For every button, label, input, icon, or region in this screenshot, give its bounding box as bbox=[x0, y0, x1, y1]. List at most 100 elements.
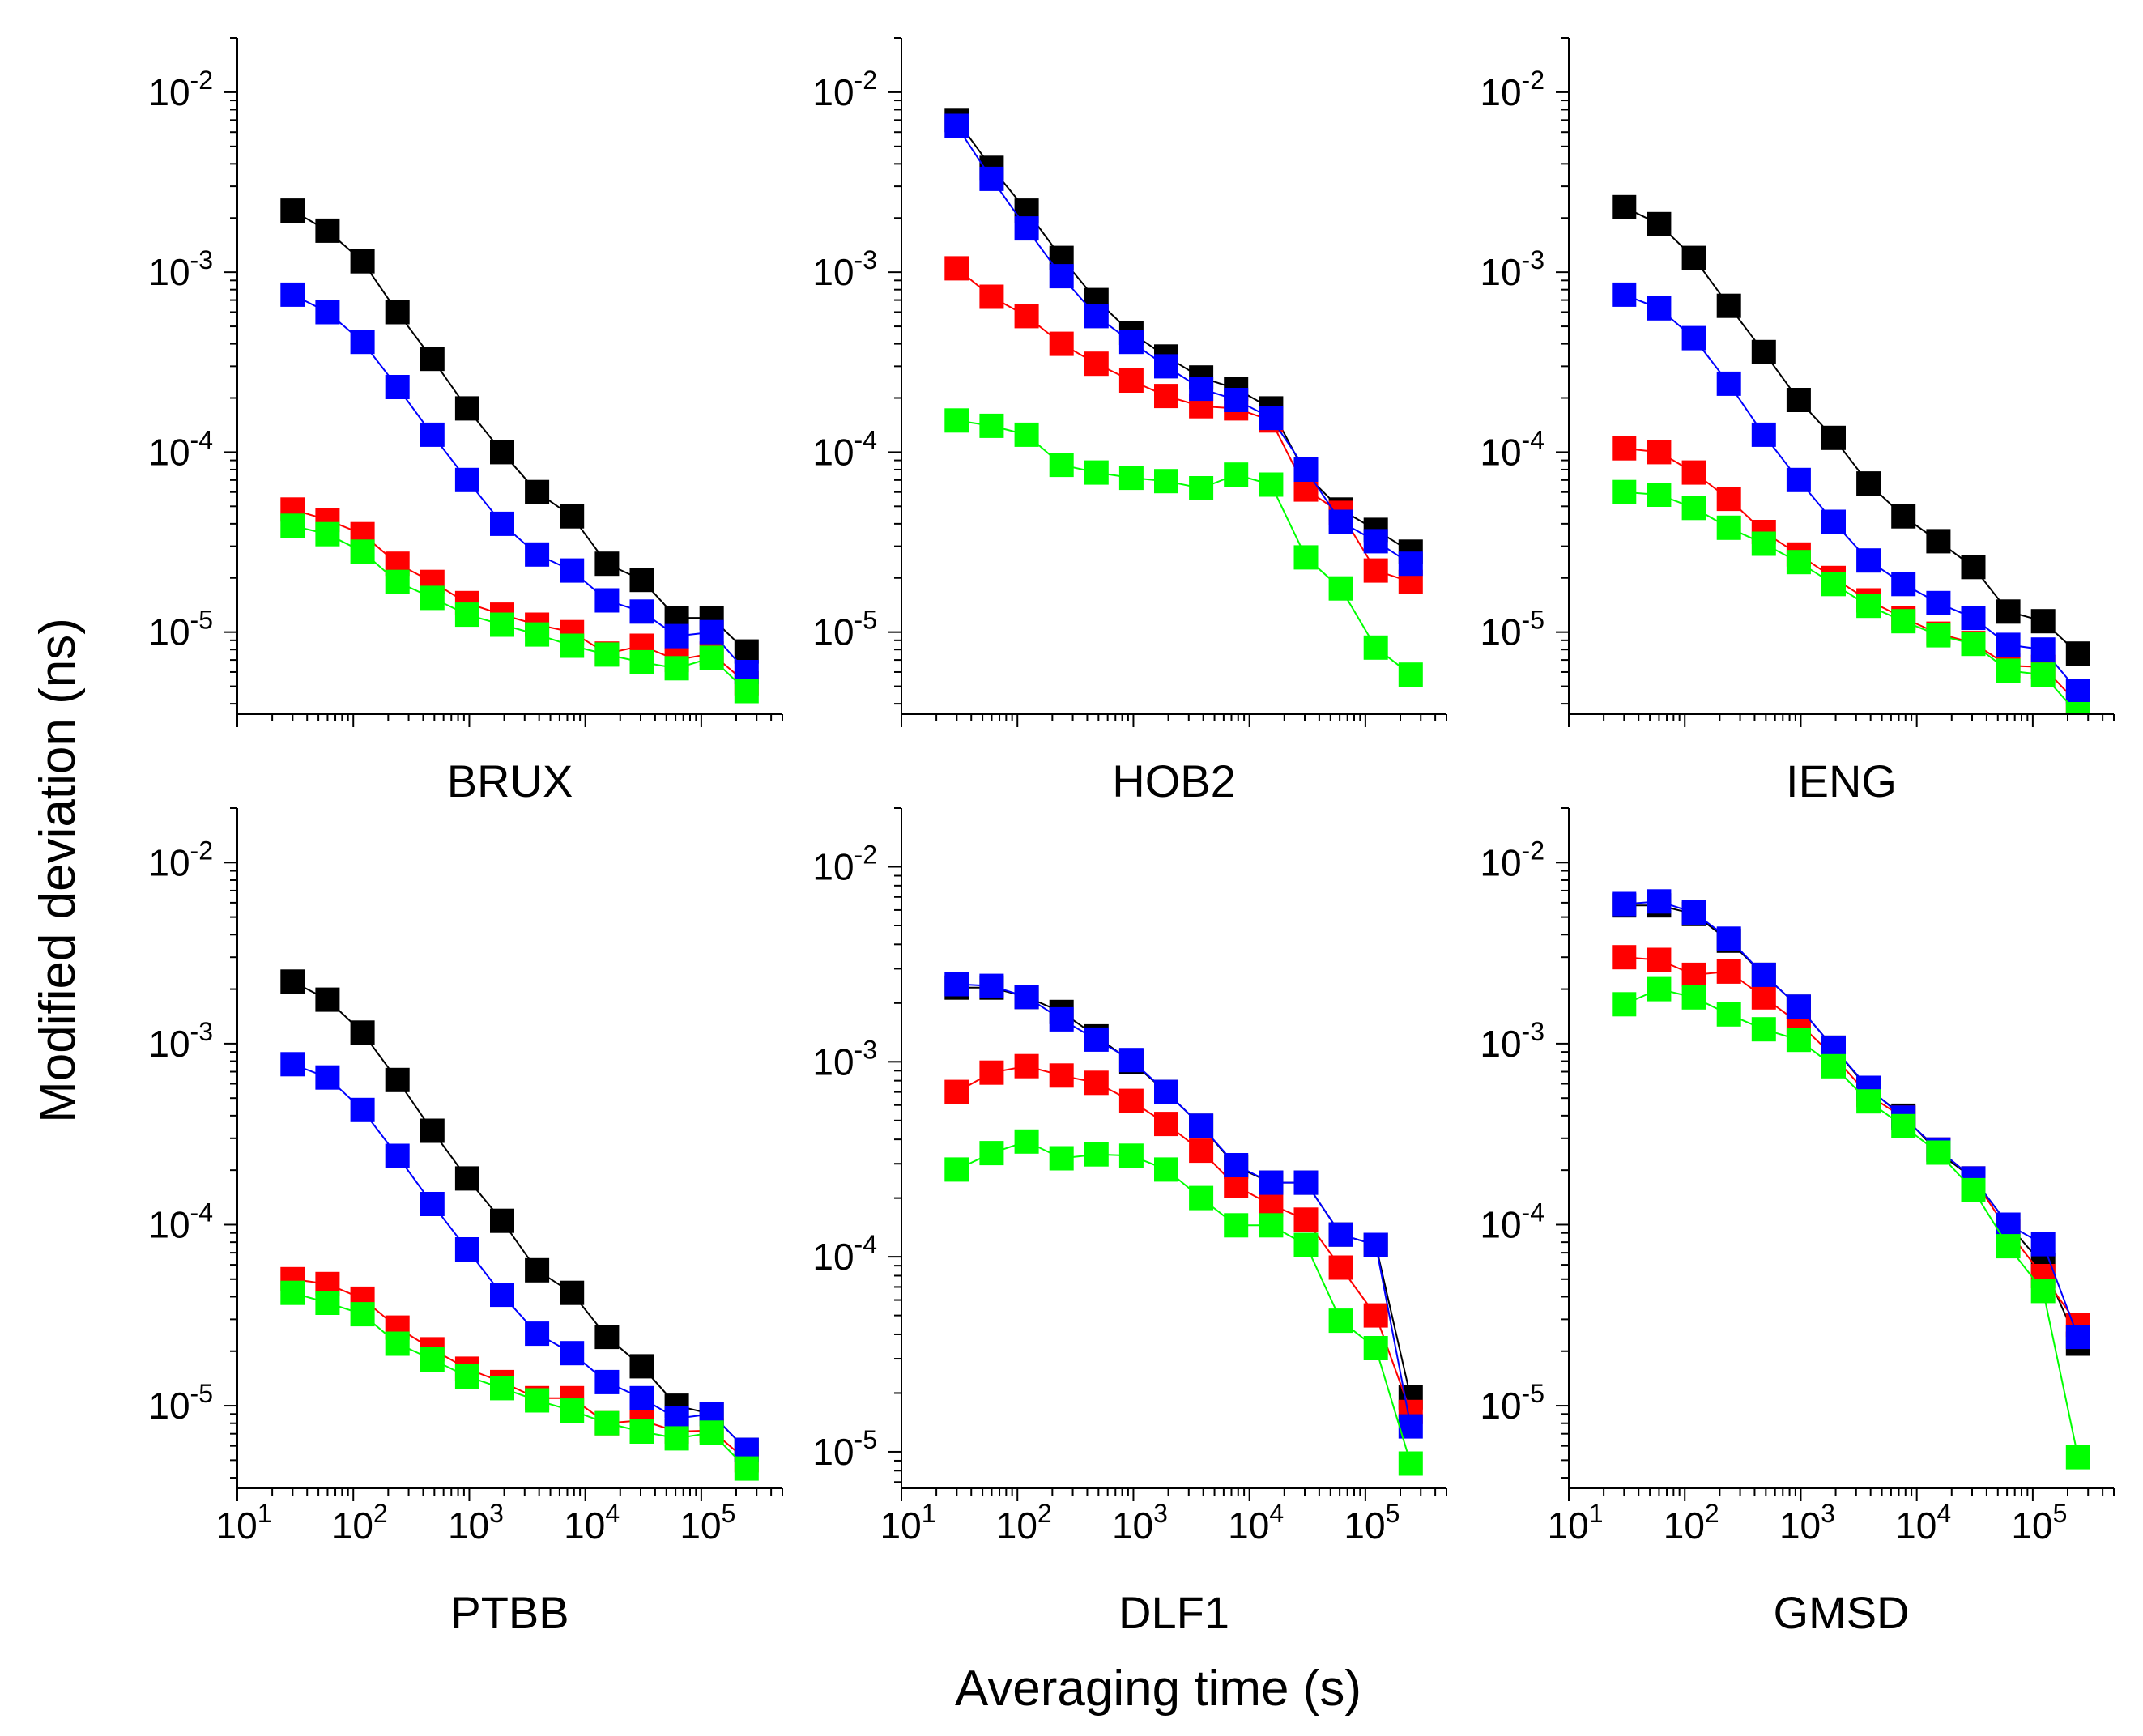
data-point-black bbox=[594, 551, 620, 577]
y-tick-label: 10-4 bbox=[812, 1230, 877, 1278]
series-green-dlf1 bbox=[944, 1129, 1423, 1476]
data-point-green bbox=[629, 1419, 654, 1444]
data-point-black bbox=[350, 249, 375, 274]
data-point-red bbox=[1328, 1255, 1353, 1280]
data-point-black bbox=[280, 198, 305, 223]
data-point-blue bbox=[1293, 1170, 1319, 1195]
data-point-blue bbox=[385, 375, 410, 399]
x-tick-label: 104 bbox=[1228, 1499, 1284, 1547]
data-point-red bbox=[1084, 1070, 1109, 1096]
data-point-green bbox=[1612, 479, 1637, 504]
data-point-green bbox=[560, 633, 585, 658]
data-point-red bbox=[1681, 962, 1706, 987]
data-point-green bbox=[1856, 594, 1881, 619]
data-point-blue bbox=[280, 1052, 305, 1077]
data-point-blue bbox=[979, 973, 1004, 998]
data-point-blue bbox=[1961, 606, 1986, 631]
data-point-blue bbox=[1224, 1153, 1249, 1177]
data-point-blue bbox=[594, 1369, 620, 1394]
x-tick-label: 101 bbox=[216, 1499, 272, 1547]
data-point-red bbox=[979, 1060, 1004, 1085]
data-point-green bbox=[2065, 1445, 2090, 1470]
data-point-green bbox=[1612, 992, 1637, 1017]
data-point-blue bbox=[1996, 632, 2021, 657]
data-point-blue bbox=[350, 1097, 375, 1122]
data-point-blue bbox=[490, 511, 514, 536]
data-point-blue bbox=[560, 558, 585, 583]
data-point-blue bbox=[944, 113, 969, 138]
x-tick-label: 105 bbox=[680, 1499, 735, 1547]
data-point-red bbox=[1612, 436, 1637, 461]
data-point-blue bbox=[385, 1143, 410, 1168]
series-line-blue bbox=[956, 983, 1412, 1427]
y-tick-label: 10-4 bbox=[1480, 425, 1544, 473]
series-black-gmsd bbox=[1612, 893, 2090, 1356]
data-point-green bbox=[979, 1141, 1004, 1166]
data-point-green bbox=[350, 1302, 375, 1327]
series-line-red bbox=[1624, 956, 2079, 1325]
series-black-ieng bbox=[1612, 194, 2090, 666]
data-point-blue bbox=[699, 619, 724, 645]
data-point-green bbox=[385, 569, 410, 594]
data-point-green bbox=[2030, 662, 2056, 687]
series-blue-ieng bbox=[1612, 282, 2090, 704]
panel-gmsd: 10-5 10-4 10-3 10-2 101 102 103 104 105 GMSD bbox=[1480, 807, 2115, 1638]
data-point-green bbox=[1751, 1017, 1776, 1042]
data-point-green bbox=[1751, 531, 1776, 556]
data-point-blue bbox=[1189, 1113, 1214, 1138]
data-point-red bbox=[1014, 304, 1039, 329]
data-point-black bbox=[315, 987, 340, 1012]
data-point-green bbox=[594, 642, 620, 667]
data-point-blue bbox=[2030, 1232, 2056, 1257]
data-point-blue bbox=[1891, 572, 1916, 597]
data-point-green bbox=[1681, 496, 1706, 521]
data-point-red bbox=[1049, 1063, 1074, 1088]
data-point-blue bbox=[1154, 354, 1178, 379]
series-green-ptbb bbox=[280, 1280, 759, 1481]
data-point-green bbox=[944, 408, 969, 433]
data-point-blue bbox=[1259, 406, 1284, 431]
data-point-red bbox=[1189, 1138, 1214, 1164]
data-point-blue bbox=[1821, 509, 1846, 534]
data-point-blue bbox=[1856, 548, 1881, 573]
data-point-green bbox=[699, 645, 724, 670]
data-point-blue bbox=[560, 1341, 585, 1366]
data-point-green bbox=[734, 1456, 759, 1481]
y-tick-label: 10-2 bbox=[812, 66, 877, 113]
data-point-blue bbox=[2065, 1325, 2090, 1350]
data-point-green bbox=[385, 1331, 410, 1356]
data-point-green bbox=[1293, 545, 1319, 570]
data-point-green bbox=[1084, 460, 1109, 485]
y-tick-label: 10-3 bbox=[148, 1017, 213, 1065]
data-point-black bbox=[734, 639, 759, 664]
data-point-black bbox=[315, 218, 340, 243]
data-point-green bbox=[664, 1426, 689, 1451]
data-point-black bbox=[594, 1325, 620, 1350]
data-point-green bbox=[420, 1347, 445, 1372]
panels: 10-5 10-4 10-3 10-2 BRUX 10-5 10-4 10-3 10-2 HOB2… bbox=[148, 37, 2115, 1638]
data-point-blue bbox=[420, 422, 445, 447]
series-green-brux bbox=[280, 513, 759, 704]
data-point-green bbox=[1118, 466, 1144, 491]
data-point-black bbox=[350, 1020, 375, 1045]
data-point-red bbox=[1716, 487, 1741, 512]
data-point-red bbox=[1154, 384, 1178, 409]
data-point-green bbox=[525, 1388, 550, 1413]
data-point-black bbox=[525, 479, 550, 504]
data-point-blue bbox=[1328, 1222, 1353, 1247]
data-point-green bbox=[1154, 469, 1178, 494]
data-point-black bbox=[420, 347, 445, 372]
data-point-green bbox=[1363, 635, 1388, 660]
series-line-black bbox=[956, 119, 1412, 553]
y-tick-label: 10-3 bbox=[812, 245, 877, 293]
series-black-ptbb bbox=[280, 969, 759, 1462]
y-tick-label: 10-4 bbox=[148, 425, 213, 473]
data-point-green bbox=[1716, 515, 1741, 540]
data-point-blue bbox=[1363, 529, 1388, 554]
y-tick-label: 10-5 bbox=[812, 1425, 877, 1473]
data-point-green bbox=[280, 1280, 305, 1305]
data-point-black bbox=[1961, 555, 1986, 580]
data-point-blue bbox=[944, 972, 969, 997]
data-point-green bbox=[1961, 632, 1986, 657]
y-tick-label: 10-3 bbox=[812, 1035, 877, 1083]
